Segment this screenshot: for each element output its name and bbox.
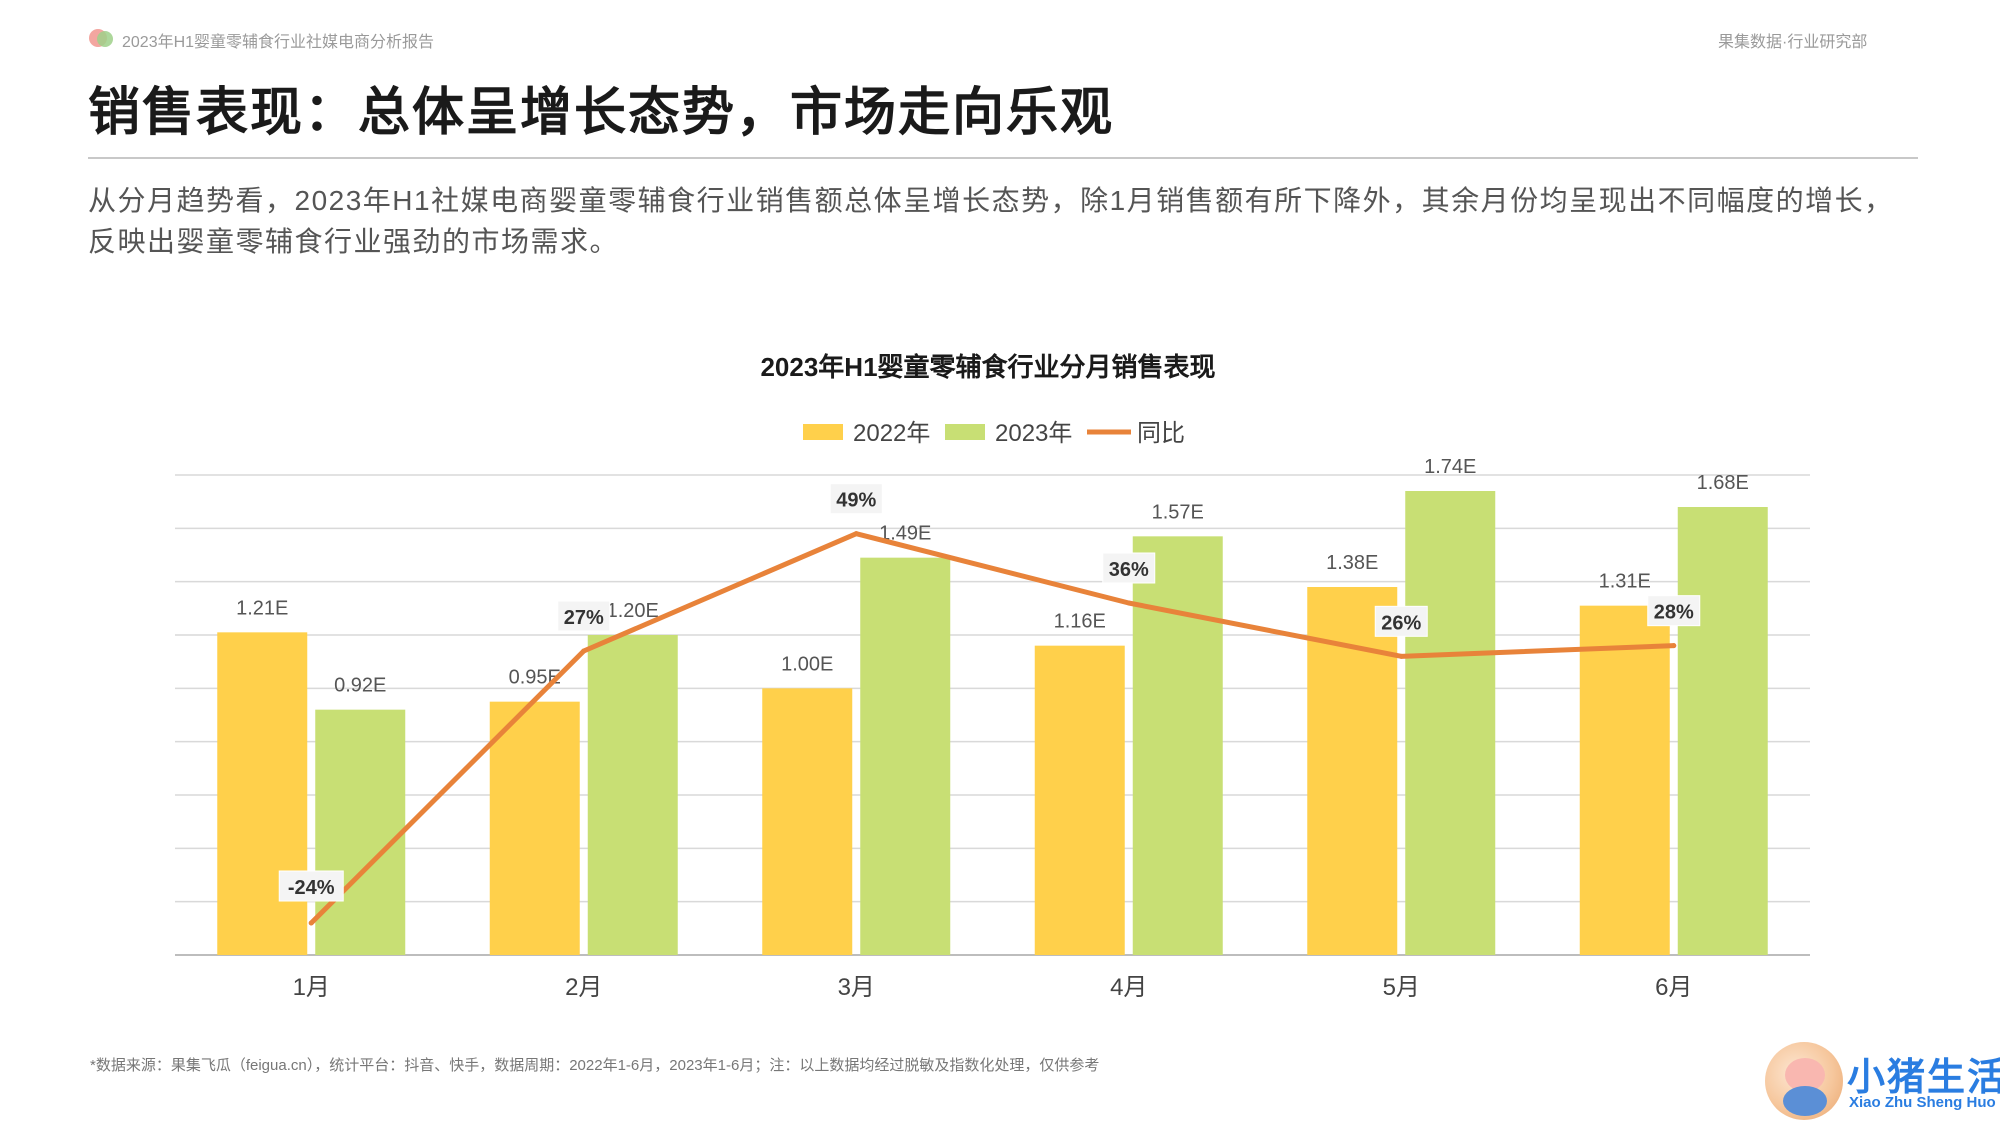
bar-2023年-3月	[860, 557, 951, 955]
bar-value-label: 0.92E	[334, 675, 386, 697]
bar-2022年-6月	[1579, 605, 1670, 955]
bar-value-label: 1.57E	[1152, 501, 1204, 523]
bar-2022年-1月	[217, 632, 308, 955]
yoy-label-box	[557, 600, 611, 632]
yoy-point	[1671, 643, 1677, 649]
yoy-label-box	[829, 483, 883, 515]
bar-value-label: 1.68E	[1697, 472, 1749, 494]
brand-watermark: 小猪生活 Xiao Zhu Sheng Huo	[1765, 1042, 2000, 1122]
x-tick-label: 4月	[1110, 974, 1147, 1001]
bar-2023年-6月	[1677, 507, 1768, 955]
legend-swatch-2	[945, 424, 985, 440]
bar-value-label: 0.95E	[509, 667, 561, 689]
bar-value-label: 1.20E	[607, 600, 659, 622]
yoy-label-box	[1102, 552, 1156, 584]
brand-subtitle: Xiao Zhu Sheng Huo	[1849, 1094, 1996, 1111]
x-tick-label: 1月	[293, 974, 330, 1001]
summary-text: 从分月趋势看，2023年H1社媒电商婴童零辅食行业销售额总体呈增长态势，除1月销…	[88, 185, 1894, 257]
bar-2022年-2月	[489, 701, 580, 955]
yoy-label: 36%	[1109, 559, 1149, 581]
bar-2022年-4月	[1034, 645, 1125, 955]
bar-2023年-5月	[1405, 491, 1496, 955]
data-source-footnote: *数据来源：果集飞瓜（feigua.cn），统计平台：抖音、快手，数据周期：20…	[90, 1057, 1100, 1074]
bar-2023年-1月	[315, 709, 406, 955]
bar-value-label: 1.16E	[1054, 611, 1106, 633]
x-tick-label: 6月	[1655, 974, 1692, 1001]
x-tick-label: 3月	[838, 974, 875, 1001]
yoy-label-box	[1647, 595, 1701, 627]
yoy-label: 28%	[1654, 602, 1694, 624]
department-name: 果集数据·行业研究部	[1718, 34, 1868, 51]
yoy-point	[1126, 600, 1132, 606]
yoy-label: -24%	[288, 877, 335, 899]
monthly-sales-chart: 2023年H1婴童零辅食行业分月销售表现 2022年 2023年 同比 1.21E 0.9…	[175, 352, 1810, 1001]
yoy-point	[853, 531, 859, 537]
brand-name: 小猪生活	[1847, 1057, 2000, 1099]
bar-value-label: 1.49E	[879, 523, 931, 545]
legend-swatch-1	[803, 424, 843, 440]
report-name: 2023年H1婴童零辅食行业社媒电商分析报告	[122, 34, 435, 51]
yoy-label-box	[278, 870, 344, 902]
bar-value-label: 1.31E	[1599, 571, 1651, 593]
x-tick-label: 2月	[565, 974, 602, 1001]
legend-label-1: 2022年	[853, 420, 930, 447]
report-logo-icon	[89, 29, 113, 47]
yoy-point	[581, 648, 587, 654]
legend-label-2: 2023年	[995, 420, 1072, 447]
yoy-label: 49%	[836, 490, 876, 512]
yoy-growth-line	[308, 531, 1677, 926]
pig-mascot-icon	[1765, 1042, 1843, 1120]
bar-value-label: 1.21E	[236, 597, 288, 619]
report-header: 2023年H1婴童零辅食行业社媒电商分析报告 果集数据·行业研究部	[88, 26, 2000, 52]
bar-value-label: 1.74E	[1424, 456, 1476, 478]
x-tick-label: 5月	[1383, 974, 1420, 1001]
bar-value-label: 1.38E	[1326, 552, 1378, 574]
yoy-point	[1398, 653, 1404, 659]
yoy-label: 27%	[564, 607, 604, 629]
yoy-label-box	[1374, 605, 1428, 637]
title-divider	[88, 157, 1918, 159]
page-title: 销售表现：总体呈增长态势，市场走向乐观	[88, 84, 1115, 142]
yoy-point	[308, 920, 314, 926]
bar-value-label: 1.00E	[781, 653, 833, 675]
bar-2023年-2月	[587, 635, 678, 955]
bar-2023年-4月	[1132, 536, 1223, 955]
chart-title: 2023年H1婴童零辅食行业分月销售表现	[760, 352, 1215, 382]
yoy-label: 26%	[1381, 612, 1421, 634]
bar-2022年-3月	[762, 688, 853, 955]
legend-label-3: 同比	[1137, 420, 1185, 447]
